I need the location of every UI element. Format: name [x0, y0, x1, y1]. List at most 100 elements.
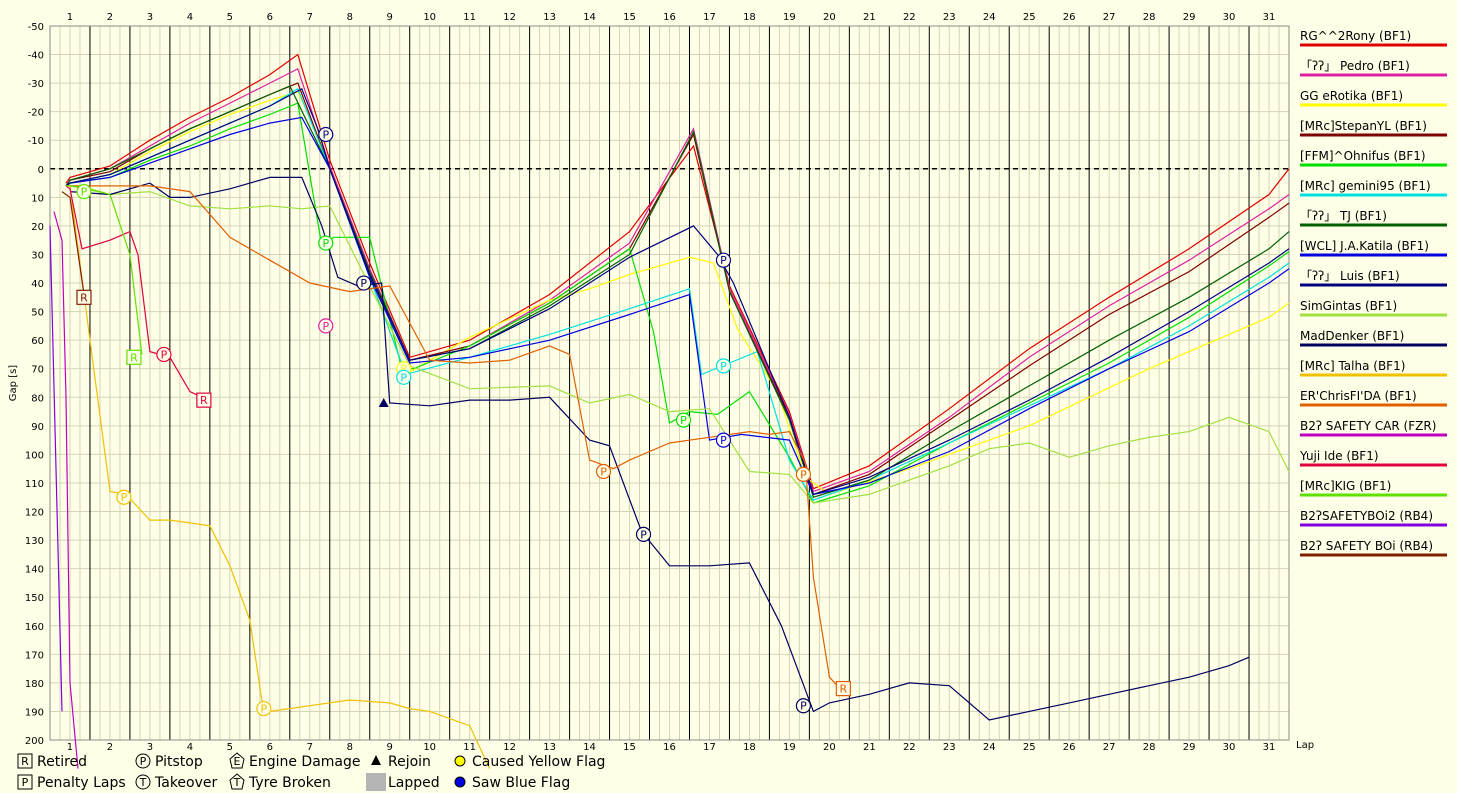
- x-tick-label-top: 3: [147, 12, 153, 23]
- event-marker-letter: P: [800, 700, 807, 713]
- event-marker-letter: P: [81, 186, 88, 199]
- x-tick-label: 28: [1143, 742, 1156, 753]
- pitstop-marker: P: [76, 184, 92, 200]
- pitstop-marker-circle: [396, 369, 412, 385]
- event-marker-letter: R: [130, 351, 138, 364]
- x-tick-label-top: 2: [107, 12, 113, 23]
- legend-label: B2ʔ SAFETY CAR (FZR): [1300, 419, 1436, 433]
- event-marker-letter: P: [640, 528, 647, 541]
- x-tick-label: 27: [1103, 742, 1116, 753]
- x-ticks-bottom: 1 2 3 4 5 6 7 8 9 10 11 12 13 14 15 16 17 18 19 20 21 22 23 24 2…: [67, 742, 1276, 753]
- y-tick-label: 140: [25, 565, 44, 576]
- y-tick-label: 10: [31, 193, 44, 204]
- key-house-icon: [229, 773, 245, 790]
- key-item: R Retired: [17, 753, 87, 770]
- y-tick-label: -30: [28, 79, 44, 90]
- x-tick-label: 31: [1263, 742, 1276, 753]
- y-tick-label: 200: [25, 736, 44, 747]
- major-grid: [89, 26, 1290, 740]
- legend: RG^^2Rony (BF1) 「ʔʔ」 Pedro (BF1) GG eRotik…: [1299, 29, 1447, 557]
- legend-label: Yuji Ide (BF1): [1299, 449, 1379, 463]
- x-tick-label: 11: [463, 742, 476, 753]
- legend-label: MadDenker (BF1): [1300, 329, 1404, 343]
- x-tick-label-top: 20: [823, 12, 836, 23]
- x-tick-label-top: 17: [703, 12, 716, 23]
- retired-marker-box: [126, 349, 142, 365]
- event-marker-letter: P: [360, 277, 367, 290]
- legend-label: 「ʔʔ」 Pedro (BF1): [1300, 59, 1410, 73]
- key-item: Caused Yellow Flag: [454, 754, 605, 770]
- x-tick-label: 26: [1063, 742, 1076, 753]
- x-tick-label: 4: [187, 742, 193, 753]
- x-axis-label: Lap: [1296, 740, 1314, 751]
- key-icon-letter: E: [234, 755, 241, 768]
- legend-label: RG^^2Rony (BF1): [1300, 29, 1411, 43]
- retired-marker-box: [76, 289, 92, 305]
- pitstop-marker-circle: [595, 463, 612, 480]
- legend-label: [MRc] gemini95 (BF1): [1300, 179, 1431, 193]
- x-tick-label: 17: [703, 742, 716, 753]
- retired-marker: R: [835, 680, 851, 697]
- event-marker-letter: P: [600, 466, 607, 479]
- y-tick-label: -40: [28, 51, 44, 62]
- x-tick-label-top: 22: [903, 12, 916, 23]
- legend-label: 「ʔʔ」 Luis (BF1): [1300, 269, 1400, 283]
- pitstop-marker-circle: [318, 126, 334, 143]
- x-tick-label-top: 24: [983, 12, 996, 23]
- retired-marker-box: [835, 680, 851, 697]
- x-tick-label-top: 13: [543, 12, 556, 23]
- y-tick-label: 90: [31, 422, 44, 433]
- y-tick-label: 60: [31, 336, 44, 347]
- pitstop-marker-circle: [356, 275, 372, 291]
- key-label: Penalty Laps: [37, 775, 126, 791]
- legend-label: ER'ChrisFI'DA (BF1): [1300, 389, 1417, 403]
- x-tick-label-top: 25: [1023, 12, 1036, 23]
- x-tick-label: 16: [663, 742, 676, 753]
- series-line: [65, 87, 1290, 496]
- event-marker-letter: P: [400, 363, 407, 376]
- y-tick-label: 180: [25, 679, 44, 690]
- x-tick-label: 13: [543, 742, 556, 753]
- legend-label: [FFM]^Ohnifus (BF1): [1300, 149, 1426, 163]
- event-marker-letter: P: [121, 491, 128, 504]
- y-axis-label: Gap [s]: [8, 365, 19, 402]
- x-tick-label: 22: [903, 742, 916, 753]
- key-circle-icon: [135, 753, 151, 769]
- x-tick-label: 19: [783, 742, 796, 753]
- x-tick-label-top: 31: [1263, 12, 1276, 23]
- symbol-key: R Retired P Pitstop E Engine Damage Rejoin Caus…: [17, 752, 605, 791]
- event-marker-letter: P: [322, 237, 329, 250]
- x-tick-label: 10: [423, 742, 436, 753]
- x-tick-label-top: 29: [1183, 12, 1196, 23]
- pitstop-marker-circle: [795, 466, 811, 482]
- pitstop-marker: P: [116, 489, 132, 505]
- key-label: Rejoin: [388, 754, 431, 770]
- key-label: Retired: [37, 754, 87, 770]
- x-tick-label: 8: [347, 742, 353, 753]
- yellow-flag-dot-icon: [454, 755, 466, 767]
- event-marker-letter: P: [680, 414, 687, 427]
- pitstop-marker-circle: [675, 412, 692, 428]
- pitstop-marker-circle: [76, 184, 92, 200]
- pitstop-marker: P: [256, 700, 272, 717]
- key-icon-letter: P: [22, 776, 29, 789]
- key-item: T Tyre Broken: [229, 773, 331, 791]
- pitstop-marker-circle: [635, 526, 652, 542]
- series-line: [65, 53, 1290, 490]
- pitstop-marker: P: [595, 463, 612, 480]
- legend-label: B2ʔSAFETYBOi2 (RB4): [1300, 509, 1433, 523]
- x-tick-label: 20: [823, 742, 836, 753]
- series-line: [66, 185, 143, 355]
- x-tick-label-top: 10: [423, 12, 436, 23]
- x-tick-label: 3: [147, 742, 153, 753]
- y-tick-label: 120: [25, 508, 44, 519]
- legend-label: [MRc]KIG (BF1): [1300, 479, 1391, 493]
- key-item: P Penalty Laps: [17, 774, 126, 791]
- rejoin-marker: [378, 397, 389, 407]
- pitstop-marker: P: [318, 235, 334, 251]
- y-tick-label: 110: [25, 479, 44, 490]
- key-item: Lapped: [366, 773, 440, 791]
- series-line: [53, 211, 79, 769]
- x-tick-label-top: 15: [623, 12, 636, 23]
